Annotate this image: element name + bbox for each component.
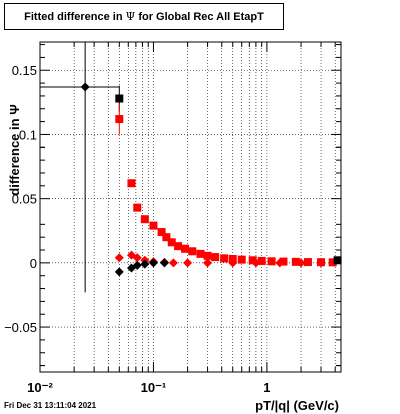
data-point-square xyxy=(203,251,212,260)
data-point-diamond xyxy=(203,258,213,268)
data-markers xyxy=(40,42,342,293)
data-point-square xyxy=(174,242,183,251)
title-text-post: for Global Rec All EtapT xyxy=(135,10,264,23)
data-point-diamond xyxy=(168,258,178,268)
data-point-square xyxy=(267,257,276,266)
data-point-diamond xyxy=(148,258,158,268)
data-point-diamond xyxy=(80,82,90,92)
data-point-diamond xyxy=(296,258,306,268)
data-point-square xyxy=(181,244,190,253)
chart-title: Fitted difference in Ψ for Global Rec Al… xyxy=(4,3,284,30)
data-point-square xyxy=(157,228,166,237)
data-point-square xyxy=(248,256,257,265)
data-point-square xyxy=(303,258,312,267)
data-point-square xyxy=(291,257,300,266)
y-tick-label: 0 xyxy=(30,256,37,271)
y-tick-label: 0.1 xyxy=(19,127,37,142)
timestamp-footer: Fri Dec 31 13:11:04 2021 xyxy=(4,401,97,410)
y-tick-label: 0.15 xyxy=(12,63,37,78)
data-point-square xyxy=(220,254,229,263)
axis-ticks: −0.05 0 0.05 0.1 0.15 10⁻² 10⁻¹ 1 xyxy=(4,42,341,395)
plot-frame xyxy=(39,41,342,373)
data-point-diamond xyxy=(132,260,142,270)
data-point-square xyxy=(133,203,142,212)
data-point-diamond xyxy=(251,258,261,268)
psi-symbol: Ψ xyxy=(125,10,136,23)
grid-lines xyxy=(40,42,341,372)
data-point-diamond xyxy=(114,267,124,277)
data-point-square xyxy=(279,257,288,266)
x-axis-label: pT/|q| (GeV/c) xyxy=(255,398,339,413)
data-point-square xyxy=(167,238,176,247)
data-point-square xyxy=(211,253,220,262)
x-tick-label: 10⁻² xyxy=(27,380,53,395)
data-point-square xyxy=(257,256,266,265)
data-point-diamond xyxy=(126,250,136,260)
data-point-square xyxy=(237,255,246,264)
data-point-square xyxy=(127,179,136,188)
data-point-diamond xyxy=(159,258,169,268)
y-axis-label: difference in Ψ xyxy=(7,104,22,195)
data-point-square xyxy=(140,215,149,224)
data-point-square xyxy=(149,221,158,230)
data-point-square xyxy=(333,256,342,265)
data-point-diamond xyxy=(114,253,124,263)
data-point-diamond xyxy=(316,258,326,268)
data-point-square xyxy=(162,233,171,242)
data-point-diamond xyxy=(132,253,142,263)
title-text-pre: Fitted difference in xyxy=(24,10,126,23)
data-point-square xyxy=(196,249,205,258)
y-tick-label: −0.05 xyxy=(4,320,37,335)
data-point-diamond xyxy=(183,258,193,268)
data-point-diamond xyxy=(140,259,150,269)
x-tick-label: 10⁻¹ xyxy=(141,380,167,395)
data-point-square xyxy=(115,94,124,103)
data-point-square xyxy=(188,247,197,256)
data-point-diamond xyxy=(275,258,285,268)
y-tick-label: 0.05 xyxy=(12,192,37,207)
data-point-diamond xyxy=(228,258,238,268)
x-tick-label: 1 xyxy=(263,380,270,395)
data-point-square xyxy=(115,115,124,124)
data-point-square xyxy=(328,258,337,267)
